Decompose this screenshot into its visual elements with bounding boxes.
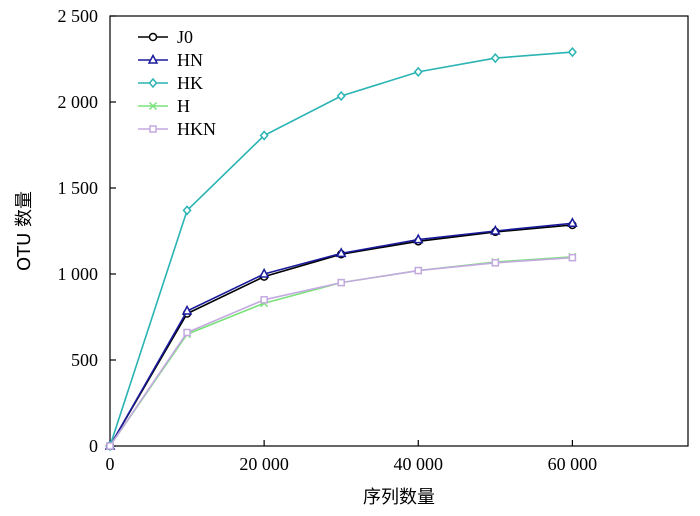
data-point-hk: [490, 53, 500, 64]
legend-marker-hn: [147, 53, 159, 64]
x-axis-title: 序列数量: [363, 487, 435, 508]
data-point-hn: [490, 224, 501, 235]
data-point-hkn: [260, 296, 268, 304]
data-point-hkn: [183, 328, 191, 337]
legend-item-hkn: HKN: [138, 119, 216, 139]
y-axis-title: OTU 数量: [14, 191, 35, 271]
y-tick-label: 1 500: [58, 178, 99, 198]
data-point-hkn: [568, 253, 577, 262]
legend-label-hn: HN: [177, 50, 203, 70]
data-point-hk: [336, 90, 346, 102]
y-tick-label: 1 000: [58, 264, 99, 284]
data-point-hkn: [337, 278, 345, 287]
legend-item-j0: J0: [138, 27, 193, 47]
data-point-hn: [567, 217, 578, 228]
x-tick-label: 40 000: [394, 454, 444, 474]
plot-frame: [109, 15, 689, 447]
data-point-hk: [567, 46, 577, 58]
data-point-hn: [258, 267, 270, 278]
data-point-hk: [182, 205, 192, 216]
legend-label-hkn: HKN: [177, 119, 216, 139]
data-point-hkn: [414, 266, 423, 275]
x-tick-label: 0: [106, 454, 115, 474]
legend-marker-j0: [148, 32, 158, 42]
y-tick-label: 2 000: [58, 92, 99, 112]
legend-marker-h: [148, 101, 158, 111]
y-tick-label: 2 500: [58, 6, 99, 26]
y-tick-label: 0: [89, 436, 98, 456]
legend-marker-hkn: [149, 125, 157, 133]
x-tick-label: 20 000: [239, 454, 289, 474]
x-tick-label: 60 000: [548, 454, 598, 474]
legend-item-h: H: [138, 96, 190, 116]
legend-label-j0: J0: [177, 27, 193, 47]
series-hn: [104, 217, 578, 450]
legend-item-hk: HK: [138, 73, 203, 93]
data-point-hkn: [491, 259, 500, 267]
data-point-hk: [413, 66, 423, 78]
data-point-hn: [413, 233, 424, 244]
legend-label-h: H: [177, 96, 190, 116]
data-point-hkn: [106, 442, 114, 450]
legend-marker-hk: [148, 77, 158, 89]
legend: J0 HN HK H HKN: [138, 27, 216, 139]
data-point-hn: [335, 247, 347, 258]
legend-label-hk: HK: [177, 73, 203, 93]
legend-item-hn: HN: [138, 50, 203, 70]
series-layer: [104, 46, 578, 452]
y-tick-label: 500: [71, 350, 98, 370]
x-axis: 0 20 000 40 000 60 000: [106, 440, 598, 474]
data-point-hk: [259, 130, 269, 141]
y-axis: 0 500 1 000 1 500 2 000 2 500: [58, 6, 116, 456]
data-point-hn: [181, 304, 193, 315]
series-hkn: [106, 253, 577, 450]
